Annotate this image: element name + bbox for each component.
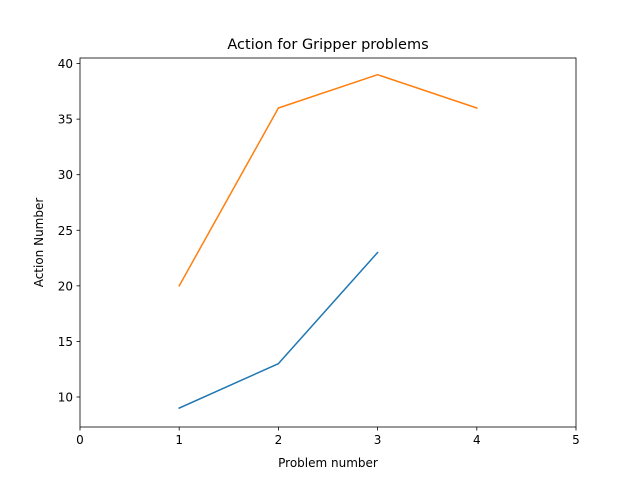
x-axis-label: Problem number bbox=[278, 456, 378, 470]
x-tick-label: 0 bbox=[76, 433, 84, 447]
x-tick-label: 1 bbox=[175, 433, 183, 447]
y-tick-label: 10 bbox=[58, 390, 73, 404]
x-tick-label: 3 bbox=[374, 433, 382, 447]
chart-title: Action for Gripper problems bbox=[227, 37, 428, 53]
plot-area bbox=[79, 57, 577, 428]
y-axis-label: Action Number bbox=[32, 198, 46, 288]
series-line-2 bbox=[178, 73, 478, 287]
x-axis-ticks: 0 1 2 3 4 5 bbox=[76, 427, 580, 447]
x-tick-label: 4 bbox=[473, 433, 481, 447]
y-tick-label: 15 bbox=[58, 335, 73, 349]
axes-frame bbox=[79, 57, 577, 428]
y-tick-label: 40 bbox=[58, 57, 73, 71]
y-axis-ticks: 10 15 20 25 30 35 40 bbox=[58, 57, 80, 404]
x-tick-label: 2 bbox=[275, 433, 283, 447]
series-layer bbox=[178, 73, 478, 410]
series-line-1 bbox=[178, 251, 379, 410]
y-tick-label: 30 bbox=[58, 168, 73, 182]
y-tick-label: 25 bbox=[58, 224, 73, 238]
y-tick-label: 35 bbox=[58, 113, 73, 127]
x-tick-label: 5 bbox=[572, 433, 580, 447]
y-tick-label: 20 bbox=[58, 279, 73, 293]
